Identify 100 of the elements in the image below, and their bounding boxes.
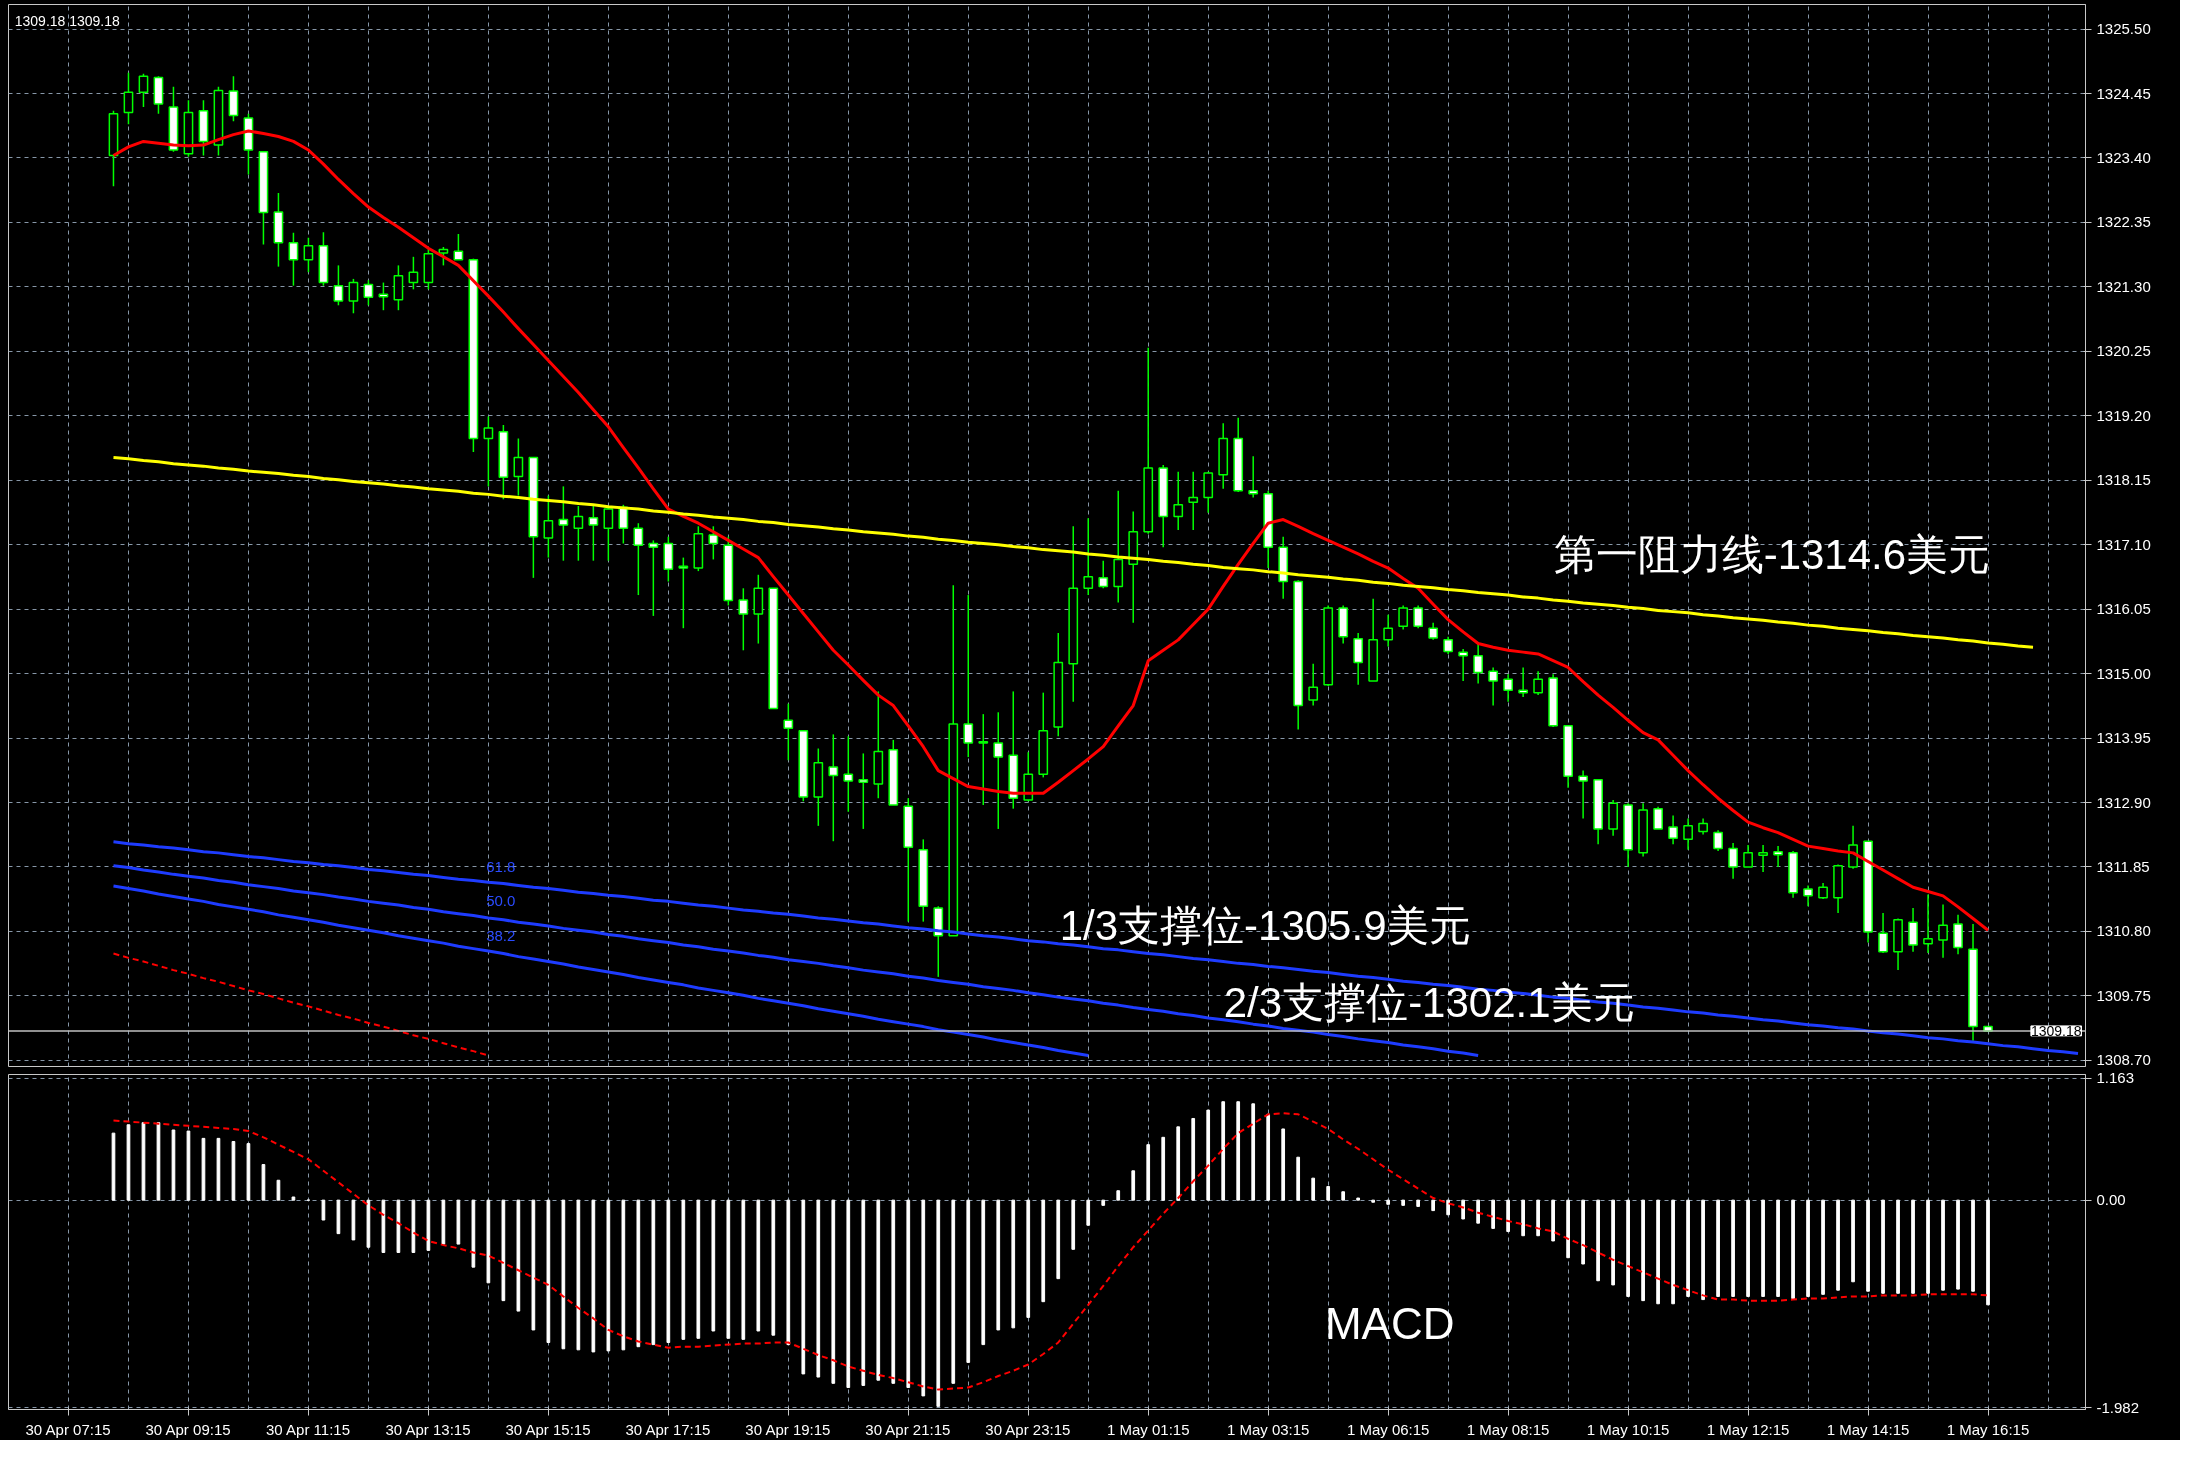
bar: [1476, 1199, 1480, 1224]
candlestick: [1518, 666, 1529, 698]
candlestick: [1533, 670, 1544, 696]
bar: [516, 1199, 521, 1312]
bar: [1926, 1199, 1930, 1294]
bar: [666, 1199, 671, 1343]
bar: [1731, 1199, 1735, 1297]
bar: [201, 1137, 206, 1201]
bar: [1401, 1199, 1406, 1206]
candlestick: [1773, 845, 1783, 868]
candlestick: [588, 505, 599, 562]
bar: [1236, 1101, 1241, 1201]
bar: [366, 1199, 371, 1248]
bar: [906, 1199, 911, 1389]
bar: [1656, 1199, 1660, 1305]
bar: [1131, 1170, 1136, 1201]
bar: [1326, 1186, 1331, 1201]
bar: [336, 1199, 341, 1235]
y-tick-label: 1315.00: [2096, 664, 2151, 682]
candlestick: [573, 505, 584, 562]
bar: [291, 1196, 296, 1201]
y-tick-label: 1325.50: [2096, 20, 2151, 38]
bar: [1701, 1199, 1705, 1301]
candlestick: [408, 256, 419, 291]
candlestick: [1743, 844, 1753, 868]
bar: [1116, 1190, 1121, 1201]
candlestick: [1413, 604, 1424, 629]
annotation: 50.0: [486, 891, 516, 909]
bar: [1881, 1199, 1885, 1294]
ref-line-label: 1309.18: [2030, 1022, 2082, 1039]
candlestick: [1488, 666, 1499, 707]
y-tick-label: 1316.05: [2096, 600, 2151, 618]
candlestick: [1308, 663, 1319, 707]
bar: [1851, 1199, 1855, 1283]
bar: [1746, 1199, 1750, 1297]
candlestick: [393, 264, 404, 311]
bar: [1251, 1103, 1256, 1201]
bar: [1671, 1199, 1675, 1305]
bar: [321, 1199, 326, 1221]
bar: [1641, 1199, 1645, 1302]
bar: [231, 1141, 236, 1201]
bar: [966, 1199, 971, 1363]
y-tick-label: 1313.95: [2096, 729, 2151, 747]
y-tick-label: 1308.70: [2096, 1051, 2151, 1069]
y-tick-label: 1318.15: [2096, 471, 2151, 489]
x-tick-label: 30 Apr 11:15: [266, 1420, 350, 1438]
candlestick: [858, 752, 869, 830]
y-tick-label: 1311.85: [2096, 857, 2150, 875]
bar: [246, 1143, 251, 1201]
bar: [186, 1130, 191, 1201]
y-tick-label: 1324.45: [2096, 84, 2151, 102]
candlestick: [543, 494, 554, 559]
bar: [1191, 1117, 1196, 1201]
bar: [1791, 1199, 1795, 1300]
y-tick-label: 1317.10: [2096, 535, 2151, 553]
x-tick-label: 30 Apr 07:15: [25, 1420, 111, 1438]
bar: [396, 1199, 401, 1253]
bar: [1986, 1199, 1990, 1306]
candlestick: [453, 233, 464, 261]
x-tick-label: 1 May 08:15: [1466, 1420, 1550, 1438]
y-tick-label: 1320.25: [2096, 342, 2151, 360]
candlestick: [843, 735, 854, 813]
bar: [171, 1129, 176, 1201]
x-tick-label: 1 May 06:15: [1346, 1420, 1430, 1438]
candlestick: [513, 437, 524, 497]
bar: [1506, 1199, 1510, 1233]
bar: [1356, 1197, 1361, 1201]
bar: [1821, 1199, 1825, 1295]
candlestick: [1083, 517, 1094, 596]
bar: [561, 1199, 566, 1350]
candlestick: [1953, 914, 1963, 955]
candlestick: [828, 733, 839, 842]
bar: [501, 1199, 506, 1302]
bar: [1431, 1199, 1436, 1212]
candlestick: [1398, 604, 1409, 631]
bar: [261, 1164, 266, 1201]
bar: [861, 1199, 866, 1386]
candlestick: [1578, 769, 1588, 820]
bar: [891, 1199, 896, 1384]
candlestick: [1458, 648, 1469, 682]
candlestick: [303, 237, 314, 273]
bar: [126, 1124, 131, 1201]
bar: [801, 1199, 806, 1375]
line-series: [111, 456, 2035, 649]
bar: [1281, 1128, 1286, 1201]
annotation: 第一阻力线-1314.6美元: [1553, 531, 1991, 579]
bar: [216, 1137, 221, 1201]
bar: [1536, 1199, 1540, 1237]
candlestick: [648, 539, 659, 617]
bar: [1611, 1199, 1615, 1286]
bar: [1146, 1144, 1151, 1201]
bar: [771, 1199, 776, 1336]
bar: [1941, 1199, 1945, 1291]
annotation: MACD: [1324, 1299, 1455, 1349]
candlestick: [1503, 673, 1514, 703]
candlestick: [633, 522, 644, 596]
y-tick-label: 1310.80: [2096, 922, 2151, 940]
bar: [756, 1199, 761, 1332]
candlestick: [438, 246, 449, 267]
x-tick-label: 1 May 10:15: [1586, 1420, 1670, 1438]
